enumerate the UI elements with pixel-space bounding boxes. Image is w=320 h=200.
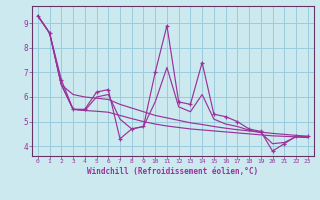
X-axis label: Windchill (Refroidissement éolien,°C): Windchill (Refroidissement éolien,°C) [87,167,258,176]
